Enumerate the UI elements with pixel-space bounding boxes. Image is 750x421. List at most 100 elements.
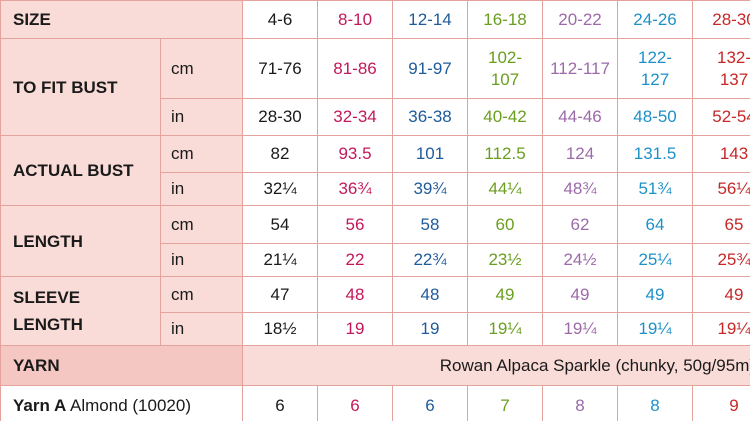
measurement-value: 22: [317, 243, 394, 277]
measurement-value: 131.5: [617, 135, 694, 173]
measurement-value: 54: [242, 205, 319, 244]
measurement-label: ACTUAL BUST: [0, 135, 161, 206]
measurement-value: 52-54: [692, 98, 750, 136]
measurement-value: 22¾: [392, 243, 469, 277]
measurement-value: 65: [692, 205, 750, 244]
measurement-value: 122-127: [617, 38, 694, 99]
measurement-value: 49: [692, 276, 750, 313]
measurement-value: 39¾: [392, 172, 469, 206]
yarn-a-label: Yarn A Almond (10020): [0, 385, 244, 421]
measurement-value: 25¼: [617, 243, 694, 277]
unit-label: cm: [159, 276, 244, 313]
measurement-value: 28-30: [242, 98, 319, 136]
unit-label: cm: [159, 135, 244, 173]
yarn-quantity: 6: [242, 385, 319, 421]
measurement-value: 32-34: [317, 98, 394, 136]
measurement-value: 143: [692, 135, 750, 173]
measurement-value: 112-117: [542, 38, 619, 99]
size-column-header: 28-30: [692, 0, 750, 39]
unit-label: in: [159, 172, 244, 206]
measurement-value: 48¾: [542, 172, 619, 206]
measurement-row: in 32¼ 36¾ 39¾ 44¼ 48¾ 51¾ 56¼: [1, 172, 750, 206]
yarn-row: YARN Rowan Alpaca Sparkle (chunky, 50g/95…: [0, 345, 750, 386]
measurement-label: LENGTH: [0, 205, 161, 277]
measurement-value: 82: [242, 135, 319, 173]
measurement-value: 19: [317, 312, 394, 346]
measurement-row: ACTUAL BUST cm 82 93.5 101 112.5 124 131.5 143: [0, 135, 750, 206]
yarn-quantity: 7: [467, 385, 544, 421]
measurement-row: TO FIT BUST cm 71-76 81-86 91-97 102-107 112-1…: [0, 38, 750, 136]
measurement-value: 32¼: [242, 172, 319, 206]
measurement-value: 58: [392, 205, 469, 244]
measurement-value: 36-38: [392, 98, 469, 136]
measurement-value: 49: [617, 276, 694, 313]
unit-label: in: [159, 243, 244, 277]
measurement-value: 49: [467, 276, 544, 313]
size-column-header: 8-10: [317, 0, 394, 39]
measurement-row: LENGTH cm 54 56 58 60 62 64 65: [0, 205, 750, 277]
unit-label: in: [159, 98, 244, 136]
measurement-value: 36¾: [317, 172, 394, 206]
measurement-value: 81-86: [317, 38, 394, 99]
size-label: SIZE: [0, 0, 244, 39]
yarn-a-shade: Almond (10020): [70, 395, 191, 415]
yarn-quantity: 8: [542, 385, 619, 421]
yarn-quantity: 8: [617, 385, 694, 421]
measurement-value: 47: [242, 276, 319, 313]
measurement-value: 18½: [242, 312, 319, 346]
unit-label: in: [159, 312, 244, 346]
yarn-quantity: 9: [692, 385, 750, 421]
measurement-value: 19¼: [692, 312, 750, 346]
measurement-value: 102-107: [467, 38, 544, 99]
yarn-a-row: Yarn A Almond (10020) 6 6 6 7 8 8 9: [0, 385, 750, 421]
yarn-label: YARN: [0, 345, 244, 386]
measurement-value: 44¼: [467, 172, 544, 206]
size-column-header: 20-22: [542, 0, 619, 39]
measurement-value: 56: [317, 205, 394, 244]
measurement-value: 21¼: [242, 243, 319, 277]
measurement-value: 60: [467, 205, 544, 244]
size-column-header: 24-26: [617, 0, 694, 39]
measurement-value: 23½: [467, 243, 544, 277]
unit-label: cm: [159, 38, 244, 99]
measurement-value: 19¼: [542, 312, 619, 346]
measurement-value: 49: [542, 276, 619, 313]
measurement-row: SLEEVE LENGTH cm 47 48 48 49 49 49 49: [0, 276, 750, 346]
yarn-a-name: Yarn A: [13, 395, 67, 415]
measurement-value: 56¼: [692, 172, 750, 206]
measurement-value: 48: [392, 276, 469, 313]
measurement-value: 48-50: [617, 98, 694, 136]
measurement-value: 91-97: [392, 38, 469, 99]
yarn-quantity: 6: [392, 385, 469, 421]
yarn-quantity: 6: [317, 385, 394, 421]
measurement-value: 19¼: [467, 312, 544, 346]
measurement-value: 48: [317, 276, 394, 313]
measurement-value: 112.5: [467, 135, 544, 173]
size-column-header: 4-6: [242, 0, 319, 39]
measurement-value: 124: [542, 135, 619, 173]
size-column-header: 12-14: [392, 0, 469, 39]
measurement-label: SLEEVE LENGTH: [0, 276, 161, 346]
measurement-value: 71-76: [242, 38, 319, 99]
yarn-description: Rowan Alpaca Sparkle (chunky, 50g/95m): [242, 345, 750, 386]
unit-label: cm: [159, 205, 244, 244]
measurement-value: 62: [542, 205, 619, 244]
measurement-value: 93.5: [317, 135, 394, 173]
measurement-value: 44-46: [542, 98, 619, 136]
measurement-value: 25¾: [692, 243, 750, 277]
measurement-value: 19: [392, 312, 469, 346]
measurement-value: 132-137: [692, 38, 750, 99]
measurement-label: TO FIT BUST: [0, 38, 161, 136]
measurement-value: 40-42: [467, 98, 544, 136]
measurement-value: 19¼: [617, 312, 694, 346]
measurement-value: 51¾: [617, 172, 694, 206]
measurement-value: 64: [617, 205, 694, 244]
measurement-value: 24½: [542, 243, 619, 277]
measurement-value: 101: [392, 135, 469, 173]
size-column-header: 16-18: [467, 0, 544, 39]
